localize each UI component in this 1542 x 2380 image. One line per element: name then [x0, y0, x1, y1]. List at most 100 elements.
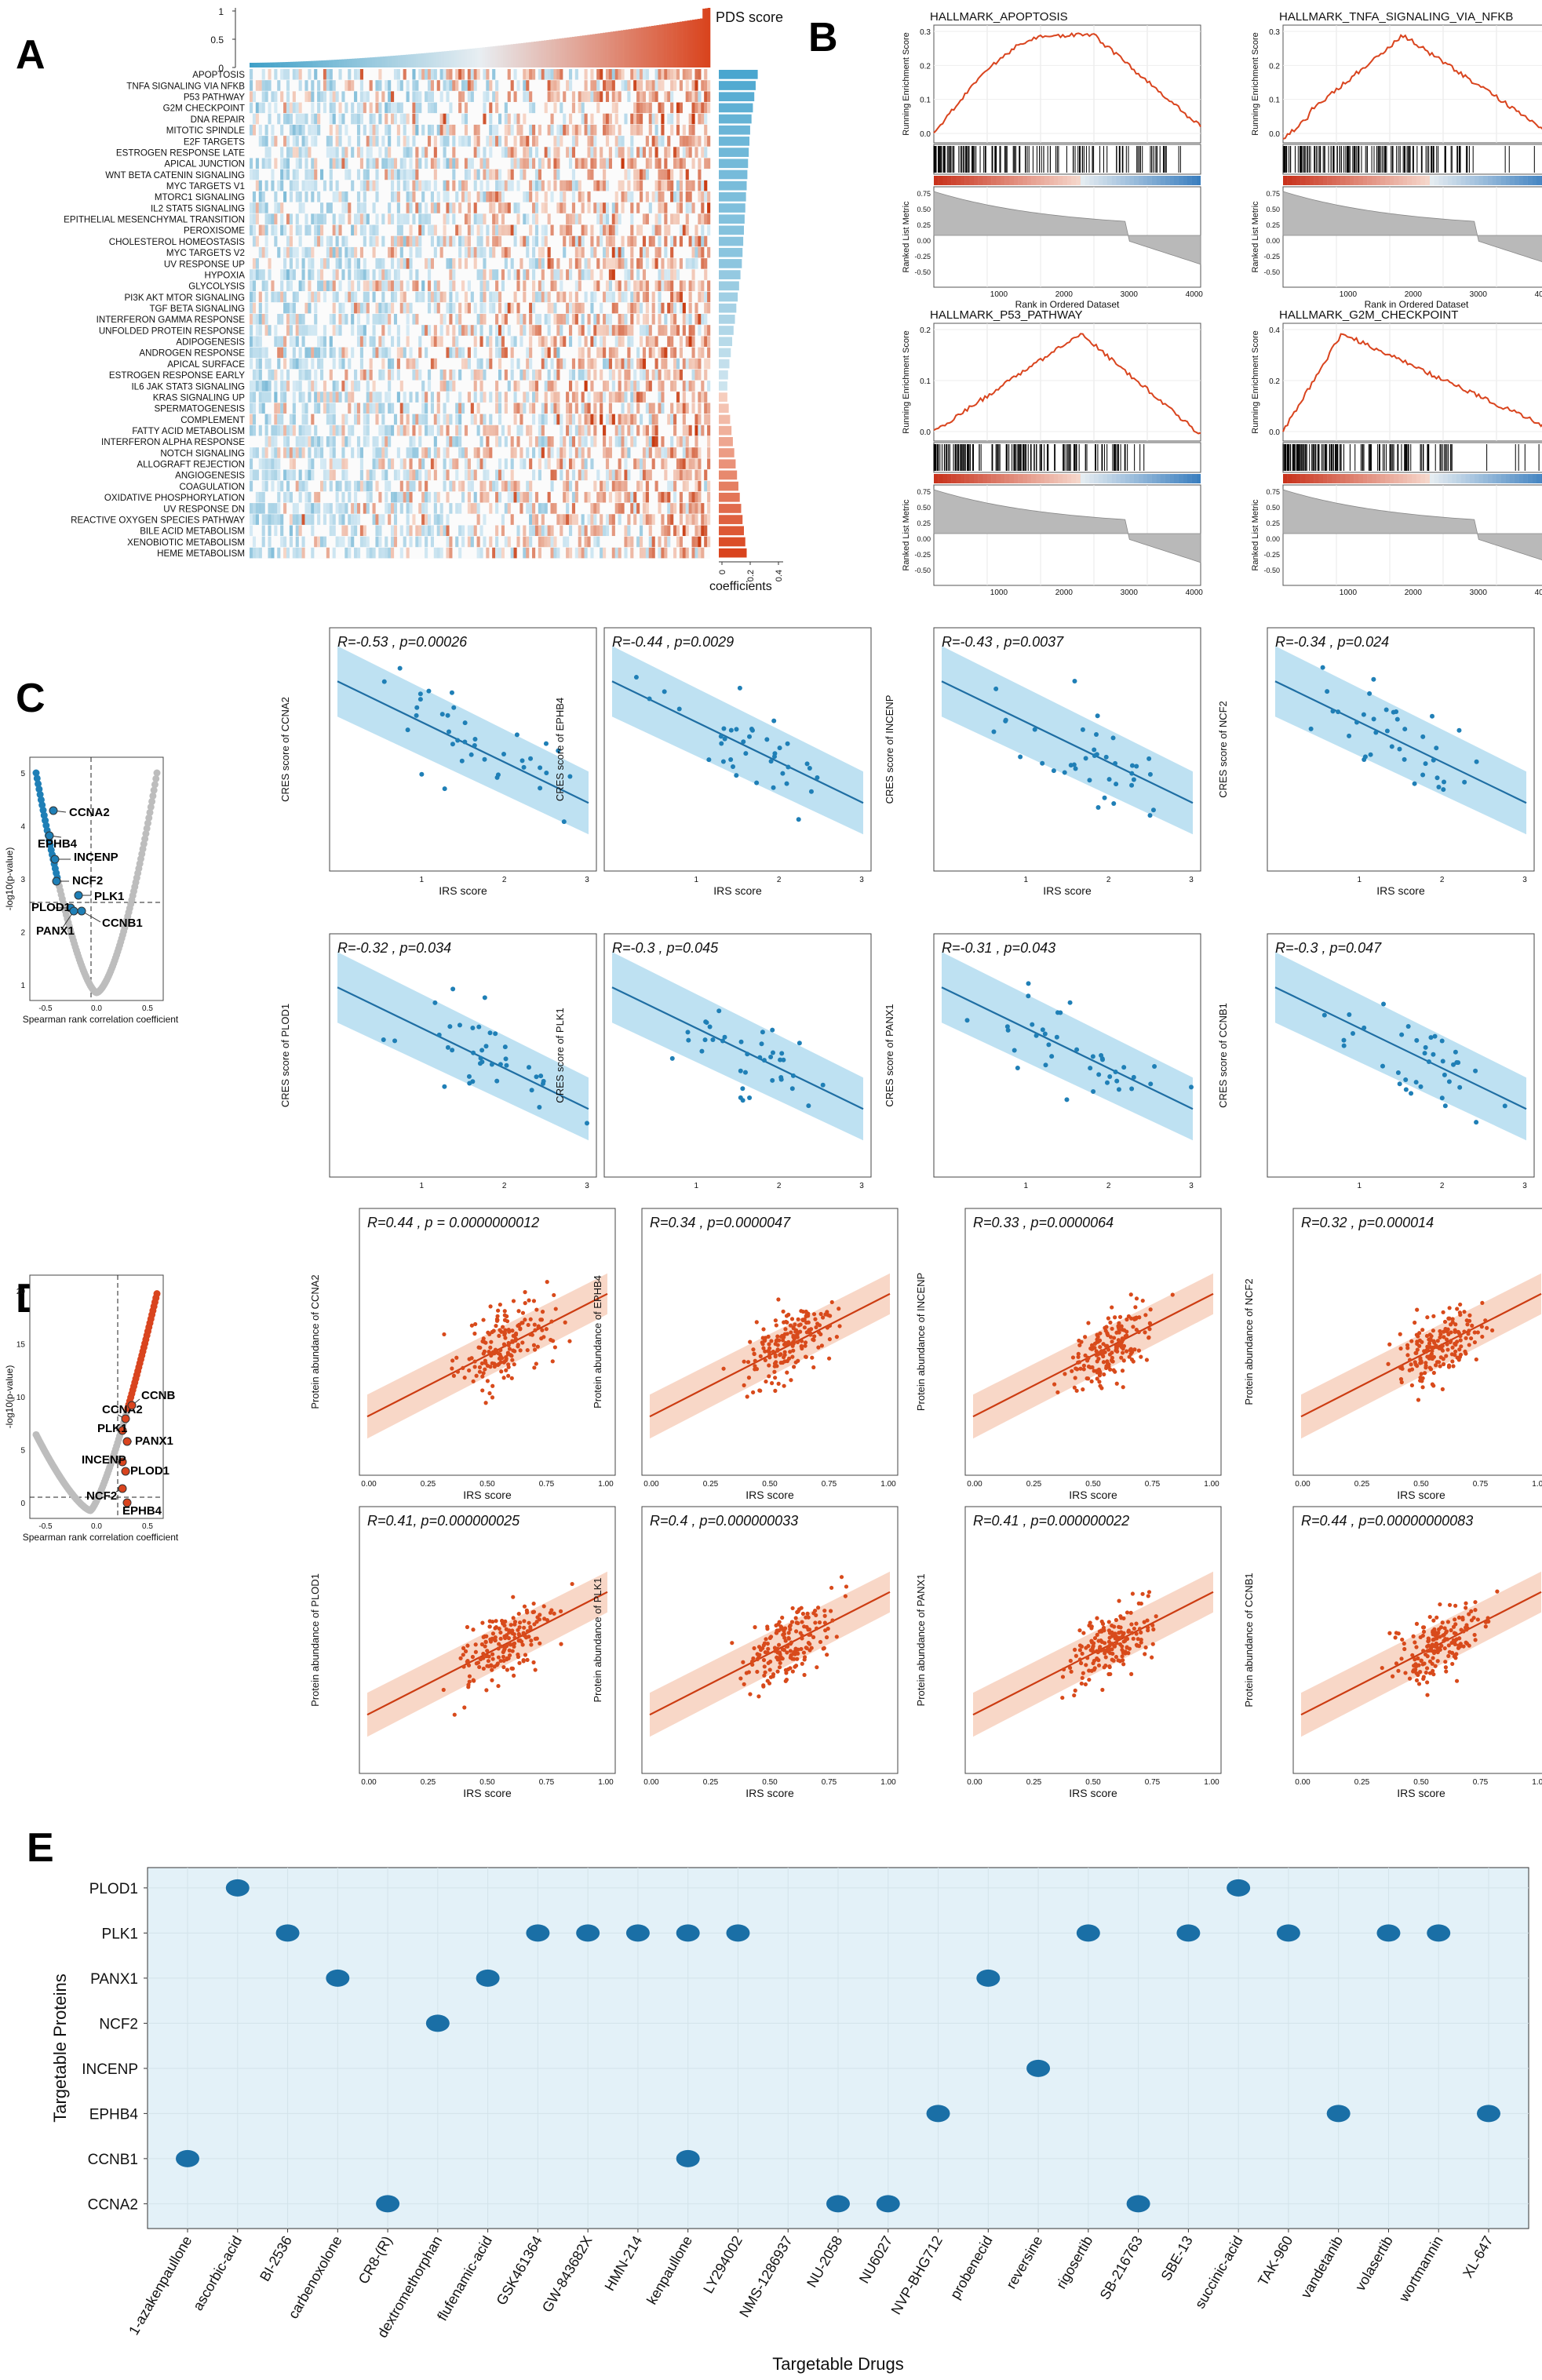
heatmap-cell [399, 113, 403, 125]
heatmap-cell [560, 136, 563, 147]
heatmap-cell [385, 425, 388, 436]
gsea-x-tick: 1000 [990, 290, 1008, 299]
heatmap-cell [298, 347, 302, 359]
pds-bar [474, 48, 478, 67]
heatmap-cell [375, 347, 379, 359]
ranked-color-ribbon [1111, 474, 1117, 483]
heatmap-cell [504, 102, 508, 114]
heatmap-cell [458, 547, 462, 559]
heatmap-cell [627, 169, 631, 180]
heatmap-cell [479, 458, 483, 469]
heatmap-cell [473, 392, 477, 403]
heatmap-cell [630, 302, 634, 314]
heatmap-cell [329, 414, 333, 425]
heatmap-cell [283, 246, 287, 258]
ranked-color-ribbon [1151, 474, 1157, 483]
heatmap-cell [581, 158, 585, 169]
heatmap-cell [439, 124, 443, 136]
heatmap-cell [289, 224, 293, 236]
heatmap-cell [433, 302, 437, 314]
heatmap-cell [356, 169, 361, 180]
heatmap-cell [329, 525, 333, 537]
heatmap-cell [403, 425, 406, 436]
heatmap-cell [391, 491, 395, 503]
heatmap-cell [676, 69, 680, 80]
heatmap-cell [483, 536, 487, 548]
heatmap-cell [375, 536, 379, 548]
heatmap-cell [633, 180, 637, 191]
heatmap-cell [250, 269, 253, 280]
heatmap-cell [556, 291, 560, 303]
heatmap-cell [286, 102, 290, 114]
heatmap-cell [363, 124, 366, 136]
heatmap-cell [283, 491, 287, 503]
heatmap-cell [618, 369, 622, 381]
heatmap-cell [425, 514, 428, 525]
heatmap-cell [323, 458, 327, 469]
ranked-color-ribbon [1146, 474, 1152, 483]
heatmap-cell [664, 314, 668, 325]
heatmap-cell [332, 425, 336, 436]
heatmap-cell [458, 69, 462, 80]
heatmap-cell [642, 147, 647, 158]
heatmap-cell [436, 491, 440, 503]
heatmap-cell [483, 91, 487, 102]
heatmap-cell [486, 191, 490, 202]
heatmap-cell [317, 514, 321, 525]
heatmap-cell [694, 458, 698, 469]
heatmap-cell [627, 425, 631, 436]
heatmap-cell [495, 124, 499, 136]
gene-marker [52, 877, 61, 886]
heatmap-cell [470, 414, 474, 425]
ranked-color-ribbon [1434, 176, 1439, 185]
ranked-color-ribbon [1000, 176, 1005, 185]
heatmap-cell [636, 102, 640, 114]
heatmap-cell [581, 325, 585, 336]
heatmap-cell [301, 547, 305, 559]
heatmap-cell [292, 124, 296, 136]
heatmap-cell [329, 425, 333, 436]
heatmap-cell [578, 102, 581, 114]
heatmap-cell [473, 202, 477, 213]
heatmap-cell [430, 202, 434, 213]
ranked-color-ribbon [1496, 474, 1501, 483]
heatmap-cell [378, 269, 382, 280]
heatmap-cell [658, 191, 662, 202]
heatmap-cell [399, 381, 403, 392]
heatmap-cell [369, 469, 373, 481]
heatmap-cell [532, 202, 536, 213]
heatmap-cell [255, 113, 259, 125]
heatmap-cell [587, 314, 591, 325]
heatmap-cell [707, 325, 711, 336]
heatmap-cell [252, 302, 257, 314]
ranked-color-ribbon [991, 176, 997, 185]
heatmap-cell [492, 136, 496, 147]
heatmap-cell [356, 124, 361, 136]
pds-bar [505, 45, 509, 67]
heatmap-cell [685, 258, 689, 269]
heatmap-cell [553, 314, 557, 325]
heatmap-cell [359, 246, 363, 258]
heatmap-cell [603, 80, 607, 91]
heatmap-cell [667, 302, 671, 314]
heatmap-cell [399, 224, 403, 236]
heatmap-cell [550, 191, 554, 202]
heatmap-cell [704, 80, 708, 91]
heatmap-cell [359, 336, 363, 347]
heatmap-cell [399, 414, 403, 425]
heatmap-cell [614, 213, 618, 224]
heatmap-cell [412, 213, 416, 224]
pds-bar [571, 36, 575, 67]
heatmap-cell [645, 491, 649, 503]
heatmap-cell [250, 169, 253, 180]
heatmap-cell [421, 325, 425, 336]
heatmap-cell [443, 213, 447, 224]
heatmap-cell [366, 302, 370, 314]
heatmap-cell [455, 414, 459, 425]
ranked-color-ribbon [1125, 474, 1130, 483]
heatmap-cell [534, 525, 539, 537]
heatmap-cell [642, 447, 647, 458]
ranked-color-ribbon [1103, 176, 1108, 185]
heatmap-cell [344, 235, 348, 247]
heatmap-cell [446, 536, 450, 548]
